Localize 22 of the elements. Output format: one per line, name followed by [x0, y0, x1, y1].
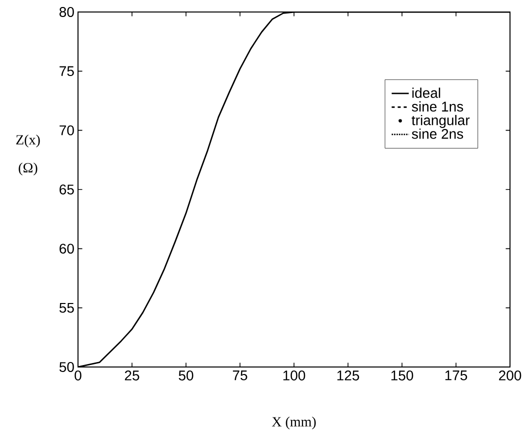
y-tick-label: 50 — [59, 362, 74, 372]
x-tick-label: 0 — [74, 370, 82, 380]
x-tick-label: 125 — [337, 370, 360, 380]
x-tick-label: 50 — [178, 370, 194, 380]
y-tick-label: 60 — [60, 244, 74, 254]
y-tick-label: 65 — [60, 184, 74, 194]
y-tick-label: 80 — [60, 7, 74, 17]
legend-label: sine 2ns — [412, 128, 464, 139]
x-tick-label: 175 — [445, 370, 468, 380]
x-tick-label: 150 — [391, 370, 414, 380]
legend-label: sine 1ns — [412, 101, 464, 112]
x-tick-label: 100 — [283, 370, 306, 380]
x-tick-label: 75 — [232, 370, 248, 380]
legend-label: triangular — [412, 114, 470, 128]
x-tick-label: 200 — [499, 370, 522, 380]
y-tick-label: 75 — [60, 66, 74, 76]
y-axis-title: Z(x) (Ω) — [16, 134, 40, 176]
x-tick-label: 25 — [124, 370, 140, 380]
legend-label: ideal — [412, 88, 440, 98]
x-axis-title: X (mm) — [272, 416, 316, 430]
y-tick-label: 55 — [59, 302, 74, 313]
y-tick-label: 70 — [60, 125, 74, 136]
